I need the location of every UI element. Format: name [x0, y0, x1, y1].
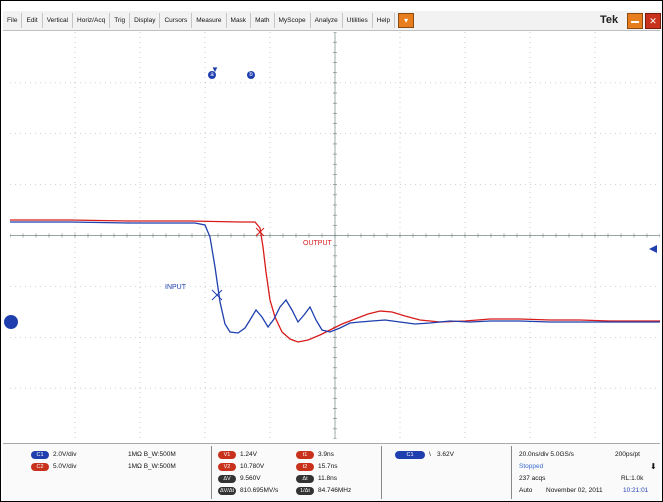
timebase[interactable]: 20.0ns/div 5.0GS/s: [519, 451, 574, 458]
output-waveform: [10, 219, 660, 343]
ch1-badge[interactable]: C1: [31, 451, 49, 459]
single-seq-icon[interactable]: ⬇: [650, 462, 657, 471]
readout-panel: C1 2.0V/div 1MΩ B_W:500M C2 5.0V/div 1MΩ…: [3, 443, 660, 501]
readout-divider-2: [381, 446, 382, 499]
ch2-coupling: 1MΩ B_W:500M: [128, 463, 176, 470]
minimize-icon[interactable]: [627, 13, 643, 29]
readout-divider-3: [511, 446, 512, 499]
v1-value: 1.24V: [240, 451, 257, 458]
v1-badge: V1: [218, 451, 236, 459]
delta-v-badge: ΔV: [218, 475, 236, 483]
tek-logo: Tek: [600, 14, 619, 26]
acq-count: 237 acqs: [519, 475, 546, 482]
menu-dropdown-icon[interactable]: ▾: [398, 13, 415, 28]
menu-cursors[interactable]: Cursors: [160, 13, 193, 28]
menu-math[interactable]: Math: [251, 13, 275, 28]
menu-myscope[interactable]: MyScope: [275, 13, 311, 28]
ch1-scale: 2.0V/div: [53, 451, 77, 458]
readout-divider: [211, 446, 212, 499]
input-waveform: [10, 221, 660, 334]
acq-state[interactable]: Stopped: [519, 463, 544, 470]
menu-utilities[interactable]: Utilities: [343, 13, 373, 28]
gate-a-icon[interactable]: a: [208, 71, 216, 79]
waveform-display[interactable]: ▼ a b OUTPUT INPUT: [10, 32, 660, 439]
resolution: 200ps/pt: [615, 451, 640, 458]
channel-ground-marker-icon[interactable]: [4, 315, 18, 329]
v2-badge: V2: [218, 463, 236, 471]
trigger-level-marker-icon[interactable]: [649, 245, 657, 253]
date: November 02, 2011: [546, 487, 603, 494]
menu-analyze[interactable]: Analyze: [311, 13, 343, 28]
delta-v-value: 9.560V: [240, 475, 261, 482]
clock: 10:21:01: [623, 487, 649, 494]
menu-display[interactable]: Display: [130, 13, 161, 28]
trigger-mode: Auto: [519, 487, 533, 494]
t1-badge: t1: [296, 451, 314, 459]
t2-value: 15.7ns: [318, 463, 338, 470]
gate-b-icon[interactable]: b: [247, 71, 255, 79]
ch2-badge[interactable]: C2: [31, 463, 49, 471]
menu-file[interactable]: File: [3, 13, 23, 28]
menu-trig[interactable]: Trig: [110, 13, 131, 28]
record-length: RL:1.0k: [621, 475, 644, 482]
menu-mask[interactable]: Mask: [227, 13, 252, 28]
input-label: INPUT: [165, 284, 186, 291]
freq-value: 84.746MHz: [318, 487, 352, 494]
delta-t-badge: Δt: [296, 475, 314, 483]
close-icon[interactable]: ✕: [645, 13, 661, 29]
trigger-level: 3.62V: [437, 451, 454, 458]
graticule-svg: [10, 32, 660, 439]
menu-help[interactable]: Help: [373, 13, 396, 28]
ch1-coupling: 1MΩ B_W:500M: [128, 451, 176, 458]
trigger-slope-icon: \: [429, 451, 431, 458]
slew-badge: ΔV/Δt: [218, 487, 236, 495]
ch2-scale: 5.0V/div: [53, 463, 77, 470]
slew-value: 810.695MV/s: [240, 487, 279, 494]
trigger-badge[interactable]: C1: [395, 451, 425, 459]
menu-horiz-acq[interactable]: Horiz/Acq: [73, 13, 111, 28]
menu-edit[interactable]: Edit: [22, 13, 43, 28]
v2-value: 10.780V: [240, 463, 265, 470]
menu-bar: File Edit Vertical Horiz/Acq Trig Displa…: [3, 11, 661, 31]
freq-badge: 1/Δt: [296, 487, 314, 495]
trigger-position-icon[interactable]: ▼: [211, 65, 219, 74]
t2-badge: t2: [296, 463, 314, 471]
output-label: OUTPUT: [303, 240, 332, 247]
delta-t-value: 11.8ns: [318, 475, 338, 482]
menu-vertical[interactable]: Vertical: [43, 13, 74, 28]
t1-value: 3.9ns: [318, 451, 334, 458]
menu-measure[interactable]: Measure: [192, 13, 227, 28]
